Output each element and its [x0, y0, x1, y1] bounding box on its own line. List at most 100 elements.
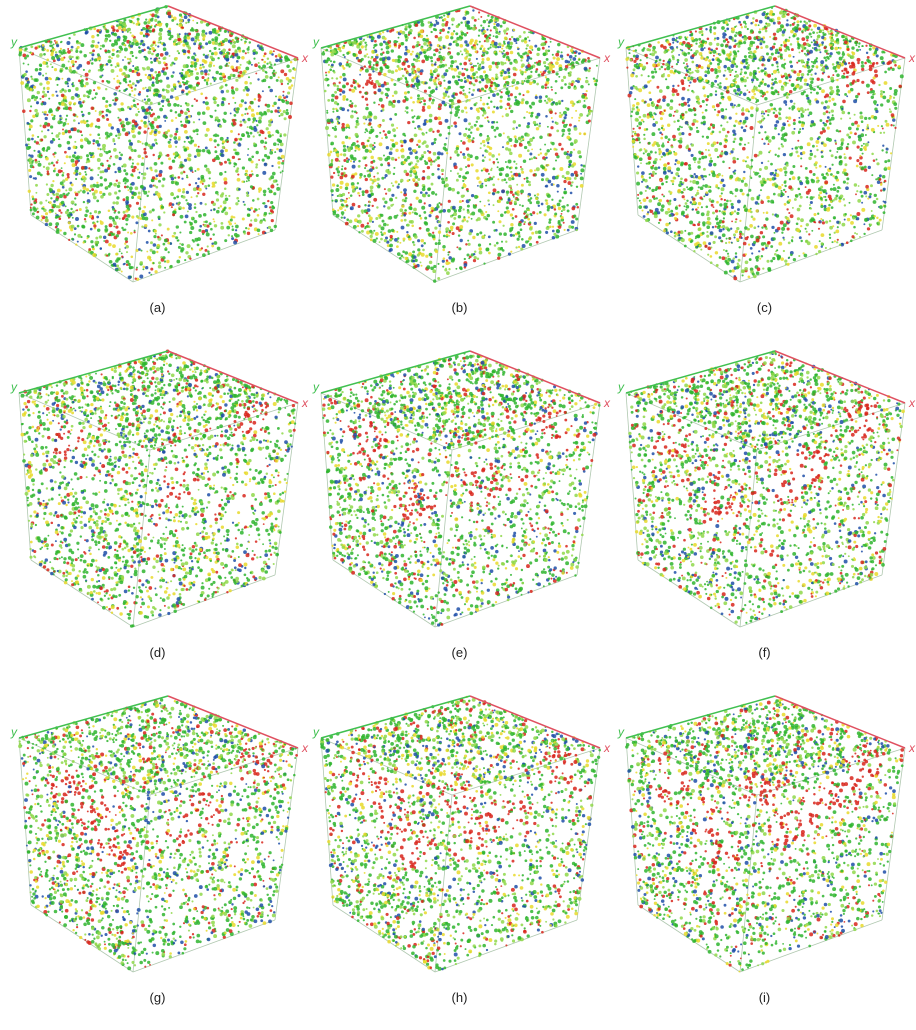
box-edge [637, 214, 741, 283]
x-axis-line [774, 695, 906, 749]
x-axis-label: x [301, 396, 309, 410]
particles [20, 349, 297, 628]
y-axis-line [320, 695, 471, 739]
y-axis-label: y [312, 380, 320, 394]
particles [319, 695, 601, 971]
y-axis-line [625, 695, 776, 739]
box-edge [18, 737, 151, 796]
x-axis-label: x [908, 741, 916, 755]
particle-cube-plot: xy [10, 695, 309, 973]
box-edge [132, 919, 276, 973]
box-edge [332, 904, 436, 973]
panel-f: x y (f) [612, 345, 916, 685]
particle-cube-plot: xy [312, 350, 611, 628]
particles [18, 5, 299, 281]
panel-e: x y (e) [307, 345, 612, 685]
y-axis-line [625, 350, 776, 394]
y-axis-label: y [617, 380, 625, 394]
box-edge [18, 392, 32, 561]
y-axis-label: y [10, 35, 18, 49]
y-axis-line [18, 350, 169, 394]
box-edge [881, 402, 906, 576]
box-edge [132, 574, 276, 628]
box-edge [274, 747, 299, 921]
x-axis-line [469, 5, 601, 59]
box-edge [132, 794, 151, 973]
box-edge [625, 47, 639, 216]
box-edge [625, 392, 758, 451]
panel-caption: (b) [307, 300, 612, 315]
panel-caption: (c) [612, 300, 916, 315]
x-axis-label: x [603, 741, 611, 755]
x-axis-label: x [301, 51, 309, 65]
box-edge [576, 402, 601, 576]
x-axis-label: x [301, 741, 309, 755]
box-edge [320, 737, 334, 906]
x-axis-label: x [908, 51, 916, 65]
box-edge [332, 214, 436, 283]
particles [625, 697, 905, 973]
box-edge [18, 392, 151, 451]
panel-h: x y (h) [307, 690, 612, 1030]
panel-a: x y (a) [5, 0, 310, 340]
box-edge [576, 57, 601, 231]
panel-b: x y (b) [307, 0, 612, 340]
y-axis-label: y [10, 725, 18, 739]
y-axis-label: y [312, 35, 320, 49]
particles [627, 350, 905, 624]
panel-caption: (g) [5, 990, 310, 1005]
x-axis-label: x [908, 396, 916, 410]
particles [321, 352, 601, 627]
y-axis-label: y [312, 725, 320, 739]
box-edge [320, 47, 334, 216]
panel-g: x y (g) [5, 690, 310, 1030]
box-edge [881, 747, 906, 921]
box-edge [18, 47, 32, 216]
particles [321, 6, 599, 283]
x-axis-line [469, 350, 601, 404]
box-edge [132, 104, 151, 283]
x-axis-line [167, 5, 299, 59]
box-edge [637, 904, 741, 973]
y-axis-label: y [10, 380, 18, 394]
y-axis-line [320, 5, 471, 49]
box-edge [739, 449, 758, 628]
box-edge [739, 229, 883, 283]
panel-i: x y (i) [612, 690, 916, 1030]
box-edge [625, 737, 639, 906]
box-edge [320, 392, 334, 561]
panel-caption: (f) [612, 645, 916, 660]
box-edge [18, 47, 151, 106]
x-axis-line [167, 695, 299, 749]
panel-caption: (e) [307, 645, 612, 660]
box-edge [756, 402, 906, 451]
particles [18, 698, 298, 971]
panel-caption: (h) [307, 990, 612, 1005]
box-edge [637, 559, 741, 628]
box-edge [625, 392, 639, 561]
box-edge [30, 904, 134, 973]
panel-caption: (i) [612, 990, 916, 1005]
y-axis-line [18, 695, 169, 739]
particle-cube-plot: xy [617, 5, 916, 283]
y-axis-line [625, 5, 776, 49]
y-axis-line [18, 5, 169, 49]
y-axis-line [320, 350, 471, 394]
box-edge [434, 449, 453, 628]
panel-d: x y (d) [5, 345, 310, 685]
particle-cube-plot: xy [312, 695, 611, 973]
y-axis-label: y [617, 35, 625, 49]
box-edge [434, 574, 578, 628]
x-axis-line [774, 5, 906, 59]
particles [625, 6, 904, 281]
x-axis-line [469, 695, 601, 749]
particle-cube-plot: xy [617, 350, 916, 628]
particle-cube-plot: xy [617, 695, 916, 973]
particle-cube-plot: xy [10, 5, 309, 283]
y-axis-label: y [617, 725, 625, 739]
box-edge [739, 104, 758, 283]
panel-caption: (a) [5, 300, 310, 315]
x-axis-line [774, 350, 906, 404]
x-axis-label: x [603, 396, 611, 410]
